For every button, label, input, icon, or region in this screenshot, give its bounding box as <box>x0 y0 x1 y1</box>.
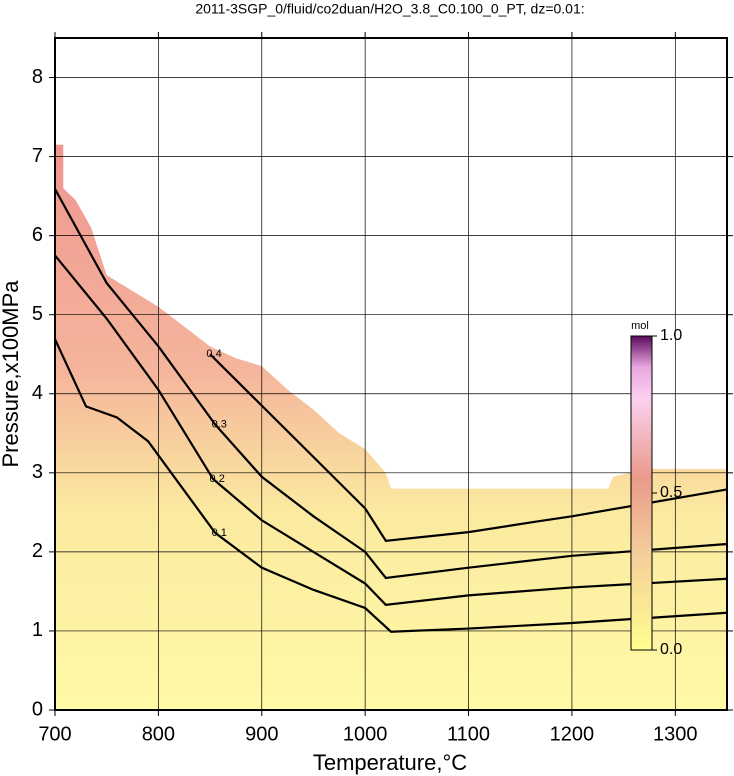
contour-line <box>54 254 728 607</box>
y-axis-label: Pressure,x100MPa <box>0 280 23 468</box>
x-tick-label: 1000 <box>343 723 388 745</box>
x-tick-label: 1200 <box>550 723 595 745</box>
x-tick-label: 1300 <box>653 723 698 745</box>
contour-label-group: 0.4 <box>206 348 221 360</box>
contour-label: 0.2 <box>210 473 225 485</box>
x-tick-label: 800 <box>142 723 175 745</box>
y-tick-label: 3 <box>32 461 43 483</box>
x-axis-label: Temperature,°C <box>313 750 467 775</box>
x-tick-label: 1100 <box>447 723 490 745</box>
chart-title: 2011-3SGP_0/fluid/co2duan/H2O_3.8_C0.100… <box>195 1 584 17</box>
contour-label-group: 0.2 <box>210 473 225 485</box>
x-tick-label: 900 <box>245 723 278 745</box>
y-tick-label: 8 <box>32 66 43 88</box>
colorbar-tick-label: 0.5 <box>660 484 682 501</box>
plot-frame <box>54 37 728 711</box>
y-tick-label: 7 <box>32 145 43 167</box>
y-tick-label: 6 <box>32 224 43 246</box>
contour-label: 0.3 <box>212 419 227 431</box>
y-tick-label: 5 <box>32 303 43 325</box>
y-tick-label: 1 <box>32 619 43 641</box>
colorbar-label: mol <box>631 320 649 332</box>
contour-line <box>54 338 728 633</box>
contour-line <box>54 188 728 580</box>
colorbar-tick-label: 0.0 <box>660 641 682 658</box>
colorbar <box>630 335 653 651</box>
colorbar-tick-label: 1.0 <box>660 327 682 344</box>
domain-fill <box>55 144 727 710</box>
contour-label: 0.1 <box>212 527 227 539</box>
x-tick-label: 700 <box>38 723 71 745</box>
y-tick-label: 4 <box>32 382 43 404</box>
contour-label-group: 0.3 <box>212 419 227 431</box>
contour-line <box>209 353 728 542</box>
y-tick-label: 0 <box>32 698 43 720</box>
contour-label: 0.4 <box>206 348 221 360</box>
plot-area: 0.1 0.2 0.3 0.4 <box>54 38 728 711</box>
y-tick-label: 2 <box>32 540 43 562</box>
contour-label-group: 0.1 <box>212 527 227 539</box>
